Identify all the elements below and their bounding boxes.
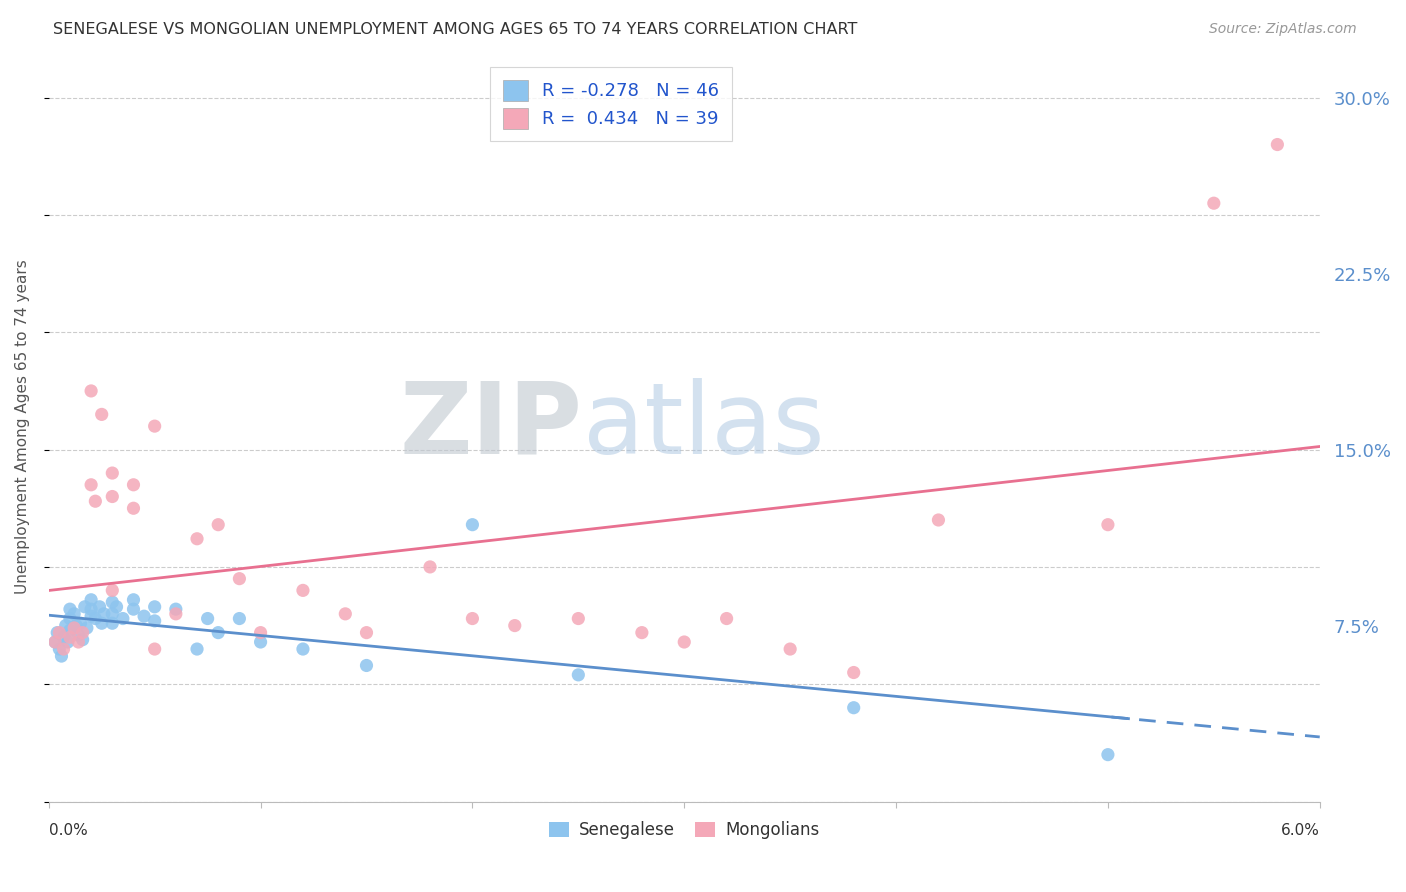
Point xyxy=(44,635,66,649)
Point xyxy=(291,583,314,598)
Point xyxy=(197,611,219,625)
Point xyxy=(111,611,134,625)
Text: Source: ZipAtlas.com: Source: ZipAtlas.com xyxy=(1209,22,1357,37)
Point xyxy=(165,602,187,616)
Point xyxy=(567,668,589,682)
Point xyxy=(567,611,589,625)
Point xyxy=(63,607,86,621)
Point xyxy=(89,599,111,614)
Point xyxy=(419,560,441,574)
Point xyxy=(165,607,187,621)
Point xyxy=(73,599,96,614)
Text: 6.0%: 6.0% xyxy=(1281,822,1320,838)
Point xyxy=(93,607,115,621)
Text: ZIP: ZIP xyxy=(399,377,582,475)
Point xyxy=(44,635,66,649)
Point xyxy=(52,630,75,644)
Point xyxy=(716,611,738,625)
Point xyxy=(461,517,484,532)
Point xyxy=(72,632,94,647)
Point xyxy=(186,532,208,546)
Point xyxy=(56,635,79,649)
Legend: Senegalese, Mongolians: Senegalese, Mongolians xyxy=(543,814,827,846)
Point xyxy=(90,408,112,422)
Point xyxy=(779,642,801,657)
Point xyxy=(842,665,865,680)
Point xyxy=(80,592,103,607)
Point xyxy=(249,635,271,649)
Point xyxy=(59,630,82,644)
Point xyxy=(1097,517,1119,532)
Point xyxy=(67,635,90,649)
Point xyxy=(122,602,145,616)
Text: 0.0%: 0.0% xyxy=(49,822,87,838)
Point xyxy=(1267,137,1289,152)
Point xyxy=(80,477,103,491)
Point xyxy=(143,614,166,628)
Point xyxy=(59,624,82,638)
Point xyxy=(228,611,250,625)
Point xyxy=(186,642,208,657)
Point xyxy=(927,513,949,527)
Point xyxy=(503,618,526,632)
Point xyxy=(1097,747,1119,762)
Point xyxy=(65,618,87,632)
Point xyxy=(143,419,166,434)
Point xyxy=(228,572,250,586)
Point xyxy=(55,618,77,632)
Point xyxy=(101,466,124,480)
Y-axis label: Unemployment Among Ages 65 to 74 years: Unemployment Among Ages 65 to 74 years xyxy=(15,259,30,593)
Point xyxy=(461,611,484,625)
Point xyxy=(84,494,107,508)
Point xyxy=(249,625,271,640)
Point xyxy=(84,611,107,625)
Point xyxy=(673,635,696,649)
Point xyxy=(631,625,654,640)
Point xyxy=(122,501,145,516)
Point xyxy=(207,517,229,532)
Point xyxy=(48,625,70,640)
Point xyxy=(46,625,69,640)
Point xyxy=(1202,196,1225,211)
Text: atlas: atlas xyxy=(582,377,824,475)
Point xyxy=(72,625,94,640)
Point xyxy=(207,625,229,640)
Point xyxy=(132,609,155,624)
Point xyxy=(69,616,91,631)
Point xyxy=(63,621,86,635)
Point xyxy=(842,700,865,714)
Point xyxy=(356,625,378,640)
Point xyxy=(335,607,357,621)
Point xyxy=(101,490,124,504)
Point xyxy=(101,595,124,609)
Point xyxy=(101,607,124,621)
Point xyxy=(101,583,124,598)
Point xyxy=(59,602,82,616)
Point xyxy=(67,628,90,642)
Text: SENEGALESE VS MONGOLIAN UNEMPLOYMENT AMONG AGES 65 TO 74 YEARS CORRELATION CHART: SENEGALESE VS MONGOLIAN UNEMPLOYMENT AMO… xyxy=(53,22,858,37)
Point xyxy=(291,642,314,657)
Point xyxy=(122,592,145,607)
Point xyxy=(52,642,75,657)
Point xyxy=(101,616,124,631)
Point xyxy=(76,621,98,635)
Point xyxy=(122,477,145,491)
Point xyxy=(80,602,103,616)
Point xyxy=(59,611,82,625)
Point xyxy=(143,642,166,657)
Point xyxy=(80,609,103,624)
Point xyxy=(105,599,128,614)
Point xyxy=(51,649,73,664)
Point xyxy=(143,599,166,614)
Point xyxy=(356,658,378,673)
Point xyxy=(90,616,112,631)
Point xyxy=(48,642,70,657)
Point xyxy=(80,384,103,398)
